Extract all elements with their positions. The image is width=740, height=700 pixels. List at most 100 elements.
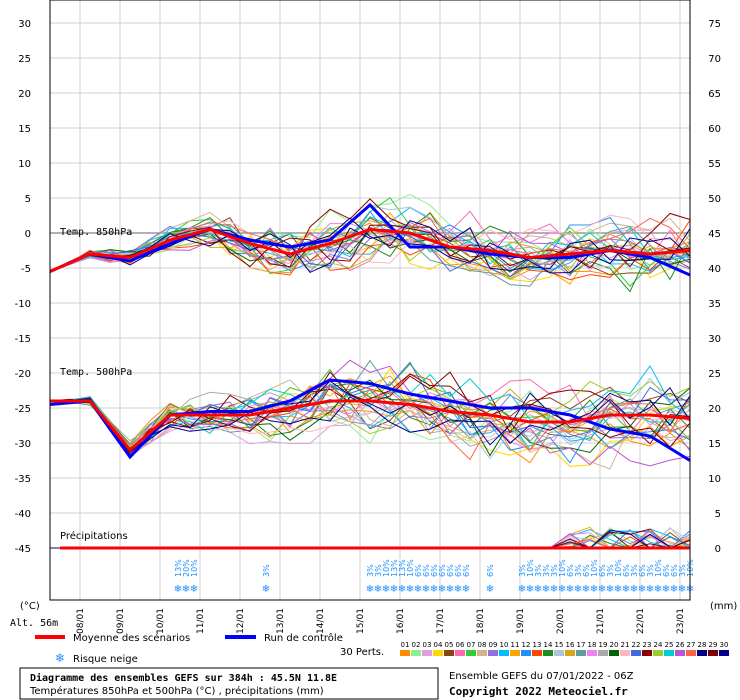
snow-risk-pct: 3% — [366, 564, 375, 577]
member-legend-swatch — [444, 650, 454, 656]
member-legend-swatch — [653, 650, 663, 656]
left-tick-label: -5 — [21, 264, 31, 275]
left-axis-ticks: 30 25 20 15 10 5 0 -5 -10 -15 -20 -25 -30 -35 -40 -45 — [15, 19, 31, 555]
snow-risk-pct: 3% — [518, 564, 527, 577]
member-legend-label: 21 — [621, 641, 630, 649]
right-tick-label: 15 — [708, 439, 721, 450]
snow-risk-pct: 3% — [542, 564, 551, 577]
right-tick-label: 40 — [708, 264, 721, 275]
member-legend-label: 10 — [500, 641, 509, 649]
snowflake-icon: ❄ — [366, 584, 374, 595]
member-line-t500 — [49, 394, 691, 452]
left-tick-label: 0 — [25, 229, 31, 240]
member-legend-label: 14 — [544, 641, 553, 649]
member-legend-label: 02 — [412, 641, 421, 649]
member-legend-label: 23 — [643, 641, 652, 649]
member-legend-label: 12 — [522, 641, 531, 649]
right-tick-label: 75 — [708, 19, 721, 30]
snowflake-icon: ❄ — [630, 584, 638, 595]
chart-subtitle: Températures 850hPa et 500hPa (°C) , pré… — [29, 685, 324, 697]
right-tick-label: 10 — [708, 474, 721, 485]
snow-risk-pct: 3% — [550, 564, 559, 577]
x-tick-label: 19/01 — [516, 608, 526, 634]
member-legend-swatch — [576, 650, 586, 656]
member-legend-swatch — [708, 650, 718, 656]
snow-risk-pct: 10% — [382, 559, 391, 577]
member-legend-label: 20 — [610, 641, 619, 649]
snowflake-icon: ❄ — [190, 584, 198, 595]
member-legend-swatch — [631, 650, 641, 656]
snow-risk-pct: 6% — [430, 564, 439, 577]
snowflake-icon: ❄ — [526, 584, 534, 595]
left-tick-label: -40 — [15, 509, 31, 520]
x-tick-label: 15/01 — [356, 608, 366, 634]
member-legend-swatch — [565, 650, 575, 656]
snowflake-icon: ❄ — [398, 584, 406, 595]
right-tick-label: 60 — [708, 124, 721, 135]
snowflake-icon: ❄ — [518, 584, 526, 595]
right-tick-label: 70 — [708, 54, 721, 65]
left-tick-label: -45 — [15, 544, 31, 555]
member-legend-label: 15 — [555, 641, 564, 649]
snow-risk-pct: 6% — [670, 564, 679, 577]
member-legend-label: 08 — [478, 641, 487, 649]
member-legend-label: 30 — [720, 641, 729, 649]
snowflake-icon: ❄ — [438, 584, 446, 595]
member-legend-swatch — [543, 650, 553, 656]
snow-risk-pct: 6% — [454, 564, 463, 577]
label-t500: Temp. 500hPa — [60, 367, 132, 378]
right-tick-label: 45 — [708, 229, 721, 240]
snowflake-icon: ❄ — [406, 584, 414, 595]
snowflake-icon: ❄ — [670, 584, 678, 595]
snowflake-icon: ❄ — [390, 584, 398, 595]
snowflake-icon: ❄ — [646, 584, 654, 595]
member-legend-swatch — [609, 650, 619, 656]
snow-risk-pct: 13% — [174, 559, 183, 577]
member-legend-swatch — [587, 650, 597, 656]
right-tick-label: 65 — [708, 89, 721, 100]
member-legend-label: 19 — [599, 641, 608, 649]
snow-risk-pct: 10% — [406, 559, 415, 577]
x-tick-label: 21/01 — [596, 608, 606, 634]
snow-risk-pct: 6% — [662, 564, 671, 577]
snowflake-icon: ❄ — [558, 584, 566, 595]
snow-risk-pct: 6% — [638, 564, 647, 577]
snowflake-icon: ❄ — [430, 584, 438, 595]
left-tick-label: -35 — [15, 474, 31, 485]
chart-title: Diagramme des ensembles GEFS sur 384h : … — [30, 672, 337, 684]
member-legend-label: 27 — [687, 641, 696, 649]
member-legend-swatch — [697, 650, 707, 656]
snowflake-icon: ❄ — [614, 584, 622, 595]
member-legend-swatch — [488, 650, 498, 656]
control-line-t850 — [49, 202, 691, 277]
x-tick-label: 23/01 — [676, 608, 686, 634]
snow-risk-pct: 10% — [526, 559, 535, 577]
member-legend: 01 02 03 04 05 06 07 08 09 10 11 12 13 14 15 16 17 18 19 20… — [400, 641, 729, 656]
member-legend-label: 09 — [489, 641, 498, 649]
snowflake-icon: ❄ — [55, 651, 65, 665]
snow-risk-pct: 20% — [182, 559, 191, 577]
snowflake-icon: ❄ — [454, 584, 462, 595]
member-legend-swatch — [433, 650, 443, 656]
member-line-t500 — [49, 373, 691, 451]
member-legend-swatch — [477, 650, 487, 656]
altitude-label: Alt. 56m — [10, 618, 58, 629]
snowflake-icon: ❄ — [382, 584, 390, 595]
snowflake-icon: ❄ — [574, 584, 582, 595]
member-legend-swatch — [664, 650, 674, 656]
plot-frame — [49, 0, 691, 601]
member-legend-swatch — [499, 650, 509, 656]
left-tick-label: 15 — [18, 124, 31, 135]
legend-snow-label: Risque neige — [73, 654, 138, 665]
member-legend-label: 22 — [632, 641, 641, 649]
member-legend-swatch — [642, 650, 652, 656]
member-legend-label: 07 — [467, 641, 476, 649]
right-tick-label: 50 — [708, 194, 721, 205]
left-tick-label: 5 — [25, 194, 31, 205]
snowflake-icon: ❄ — [678, 584, 686, 595]
member-legend-swatch — [620, 650, 630, 656]
snow-risk-pct: 6% — [566, 564, 575, 577]
label-t850: Temp. 850hPa — [60, 227, 132, 238]
